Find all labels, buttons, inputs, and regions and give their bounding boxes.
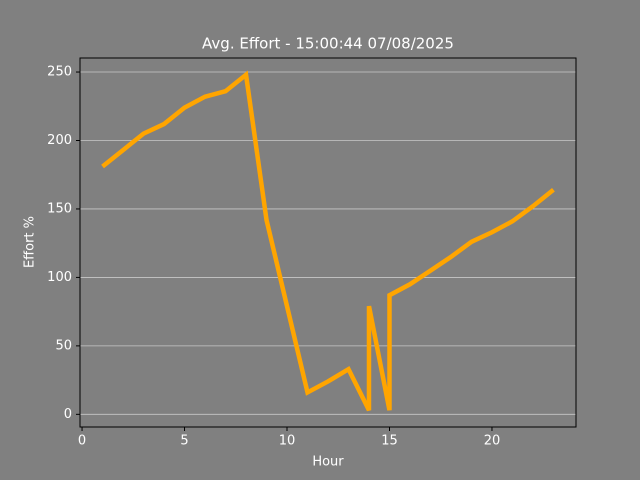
y-tick-label: 50 [55, 338, 72, 353]
x-tick-label: 5 [180, 434, 188, 449]
chart-title: Avg. Effort - 15:00:44 07/08/2025 [202, 35, 454, 53]
x-tick-label: 0 [78, 434, 86, 449]
y-axis-label: Effort % [23, 216, 38, 268]
y-tick-label: 0 [64, 407, 72, 422]
plot-frame [79, 57, 577, 428]
y-tick-label: 100 [47, 270, 72, 285]
y-tick-label: 200 [47, 133, 72, 148]
y-tick-label: 250 [47, 65, 72, 80]
x-tick-label: 15 [381, 434, 398, 449]
x-tick-label: 10 [279, 434, 296, 449]
x-axis-label: Hour [312, 455, 344, 470]
x-tick-label: 20 [484, 434, 501, 449]
y-tick-label: 150 [47, 201, 72, 216]
data-line [101, 70, 555, 412]
